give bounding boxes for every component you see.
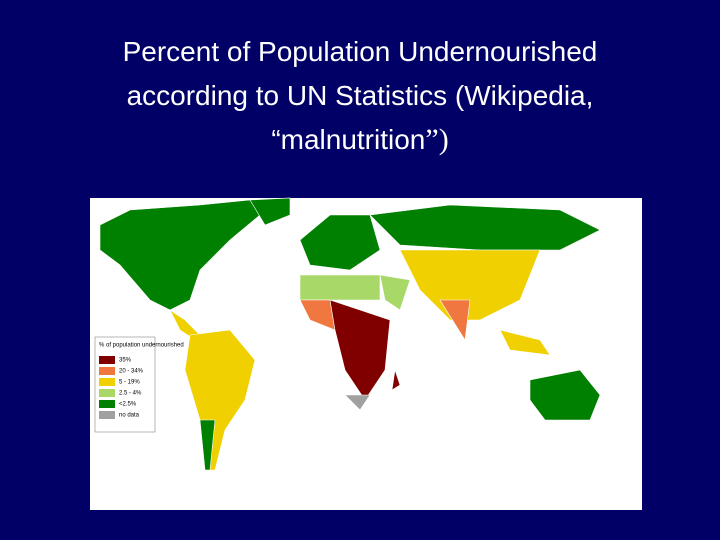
north-asia bbox=[369, 204, 601, 251]
north-africa bbox=[299, 274, 381, 301]
title-tail: ”) bbox=[425, 123, 449, 156]
legend-swatch bbox=[99, 356, 115, 364]
legend-label: <2.5% bbox=[119, 402, 137, 408]
legend-swatch bbox=[99, 378, 115, 386]
europe bbox=[299, 214, 381, 271]
legend-swatch bbox=[99, 411, 115, 419]
legend-swatch bbox=[99, 367, 115, 375]
legend-swatch bbox=[99, 400, 115, 408]
australia bbox=[529, 369, 601, 421]
greenland bbox=[249, 197, 291, 226]
legend: % of population undernourished 35% 20 - 3… bbox=[94, 336, 184, 433]
south-africa bbox=[344, 394, 371, 411]
madagascar bbox=[391, 369, 401, 391]
slide-title: Percent of Population Undernourished acc… bbox=[0, 30, 720, 162]
north-america bbox=[99, 199, 261, 311]
legend-label: no data bbox=[119, 413, 140, 419]
south-cone bbox=[199, 419, 216, 471]
title-line: according to UN Statistics (Wikipedia, bbox=[126, 80, 594, 111]
title-text: “malnutrition bbox=[271, 124, 426, 155]
legend-label: 35% bbox=[119, 358, 132, 364]
legend-label: 5 - 19% bbox=[119, 380, 140, 386]
asia bbox=[399, 249, 541, 321]
southeast-asia bbox=[499, 329, 551, 356]
legend-swatch bbox=[99, 389, 115, 397]
title-line: “malnutrition”) bbox=[0, 118, 720, 162]
legend-heading: % of population undernourished bbox=[99, 343, 184, 349]
middle-east bbox=[379, 274, 411, 311]
legend-label: 2.5 - 4% bbox=[119, 391, 142, 397]
india bbox=[439, 299, 471, 341]
legend-label: 20 - 34% bbox=[119, 369, 144, 375]
land bbox=[99, 197, 601, 471]
title-line: Percent of Population Undernourished bbox=[122, 36, 598, 67]
